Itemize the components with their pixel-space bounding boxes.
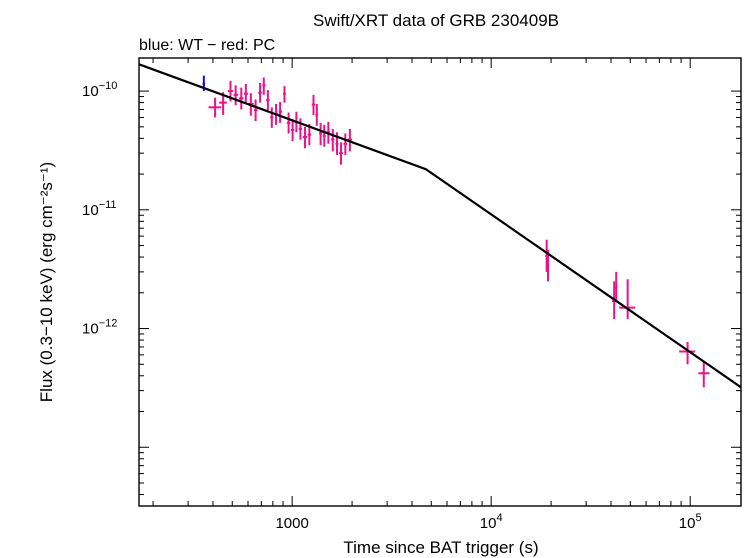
data-point-pc [347,128,353,152]
data-point-pc [233,85,239,106]
data-point-pc [339,142,343,165]
data-point-pc [331,128,335,152]
data-point-pc [322,124,326,147]
series-pc [208,77,710,388]
data-point-pc [290,119,295,141]
data-point-pc [278,101,283,123]
data-point-pc [270,107,274,128]
data-point-pc [243,83,249,104]
data-point-pc [319,122,323,146]
x-tick-label: 1000 [275,515,308,532]
data-point-pc [546,249,550,282]
data-point-pc [315,103,319,126]
y-tick-label: 10−11 [82,199,117,219]
y-tick-label: 10−10 [82,80,117,100]
plot-area [138,57,742,507]
y-tick-label: 10−12 [82,318,117,338]
data-point-pc [238,87,244,110]
data-point-pc [258,82,262,103]
data-point-pc [262,77,266,95]
chart-title: Swift/XRT data of GRB 230409B [313,11,559,30]
data-point-pc [343,133,348,155]
model-fit [138,63,742,389]
data-point-pc [253,99,258,121]
plot-frame [138,57,742,507]
x-tick-label: 104 [480,512,503,532]
data-point-pc [698,361,710,388]
model-line [138,63,742,389]
data-point-pc [286,112,291,134]
x-tick-label: 105 [679,512,702,532]
data-point-pc [302,126,308,149]
data-point-pc [311,94,316,115]
chart-subtitle: blue: WT − red: PC [139,37,275,54]
x-axis-label: Time since BAT trigger (s) [343,538,538,557]
data-point-pc [283,86,286,103]
data-point-pc [615,271,618,302]
data-point-pc [208,97,222,118]
axis-ticks [139,58,741,506]
data-point-pc [298,118,302,140]
axis-tick-labels: 1000 104 105 10−10 10−11 10−12 [82,80,702,532]
y-axis-label: Flux (0.3−10 keV) (erg cm⁻²s⁻¹) [37,162,56,402]
data-point-pc [679,342,696,365]
data-series [202,75,710,388]
data-point-pc [266,90,270,111]
